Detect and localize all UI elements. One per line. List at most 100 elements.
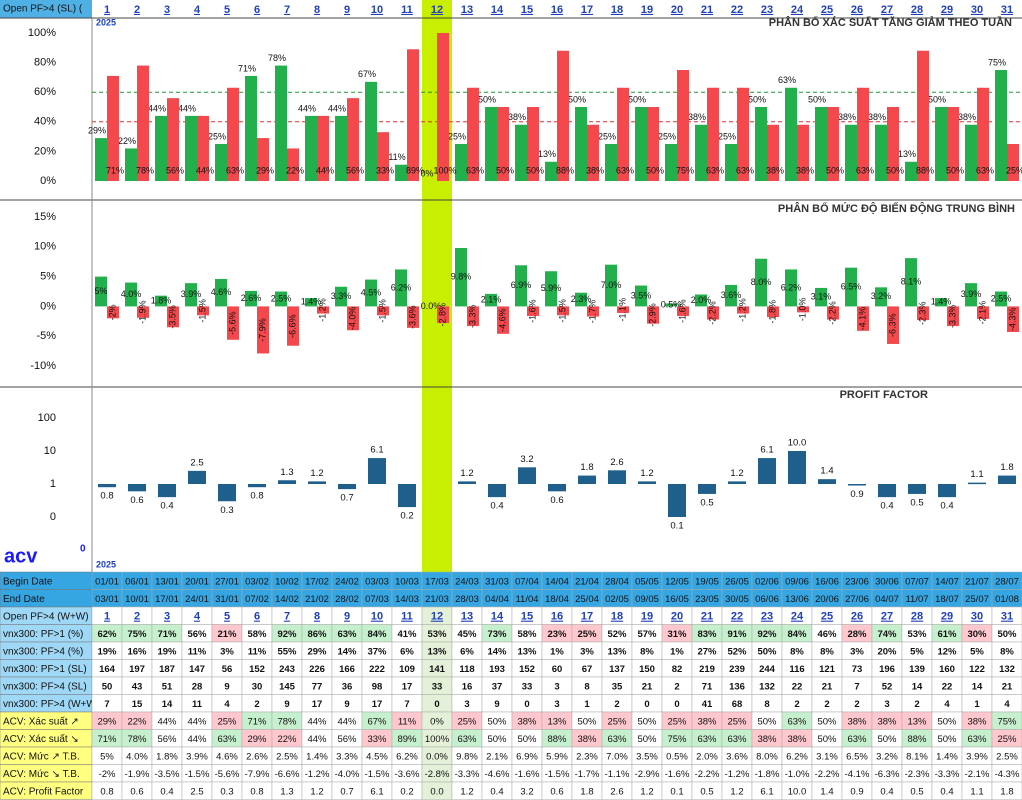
- column-link[interactable]: 30: [971, 4, 983, 16]
- bar: [197, 115, 209, 181]
- data-label: 25%: [718, 131, 736, 141]
- column-link[interactable]: 29: [941, 4, 953, 16]
- data-label: 0.9: [850, 489, 863, 500]
- bar: [1007, 306, 1019, 333]
- column-link[interactable]: 26: [851, 611, 863, 623]
- cell-text: 16/05: [665, 594, 689, 605]
- cell-text: 21%: [217, 629, 237, 640]
- cell-text: 18/04: [545, 594, 569, 605]
- column-link[interactable]: 27: [881, 611, 893, 623]
- column-link[interactable]: 14: [491, 4, 504, 16]
- column-link[interactable]: 23: [761, 4, 773, 16]
- year: 2025: [96, 17, 116, 27]
- cell-text: 86%: [307, 629, 327, 640]
- column-link[interactable]: 23: [761, 611, 773, 623]
- bar: [758, 458, 776, 484]
- column-link[interactable]: 22: [731, 611, 743, 623]
- column-link[interactable]: 22: [731, 4, 743, 16]
- column-link[interactable]: 29: [941, 611, 953, 623]
- column-link[interactable]: 21: [701, 4, 713, 16]
- column-link[interactable]: 21: [701, 611, 713, 623]
- column-link[interactable]: 2: [134, 611, 140, 623]
- column-link[interactable]: 4: [194, 611, 201, 623]
- cell-text: 43: [132, 681, 143, 692]
- column-link[interactable]: 28: [911, 611, 923, 623]
- data-label: -4.1%: [857, 307, 867, 331]
- column-link[interactable]: 20: [671, 4, 683, 16]
- cell-text: 8: [584, 681, 589, 692]
- cell-text: 14: [912, 681, 923, 692]
- data-label: 88%: [556, 165, 574, 175]
- cell-text: 136: [729, 681, 745, 692]
- column-link[interactable]: 10: [371, 4, 383, 16]
- row-label: vnx300: PF>1 (%): [3, 629, 83, 640]
- cell-text: -1.5%: [545, 769, 570, 780]
- column-link[interactable]: 25: [821, 4, 833, 16]
- column-link[interactable]: 9: [344, 611, 350, 623]
- data-label: 50%: [526, 165, 544, 175]
- data-label: 25%: [1006, 165, 1022, 175]
- column-link[interactable]: 7: [284, 4, 290, 16]
- column-link[interactable]: 17: [581, 4, 593, 16]
- column-link[interactable]: 24: [791, 611, 804, 623]
- bar: [308, 481, 326, 484]
- column-link[interactable]: 5: [224, 4, 230, 16]
- column-link[interactable]: 15: [521, 611, 533, 623]
- y-tick-label: 0%: [40, 175, 56, 187]
- column-link[interactable]: 17: [581, 611, 593, 623]
- column-link[interactable]: 15: [521, 4, 533, 16]
- column-link[interactable]: 13: [461, 4, 473, 16]
- column-link[interactable]: 20: [671, 611, 683, 623]
- column-link[interactable]: 12: [431, 4, 443, 16]
- data-label: 0.3: [220, 505, 233, 516]
- column-link[interactable]: 19: [641, 4, 653, 16]
- column-link[interactable]: 27: [881, 4, 893, 16]
- column-link[interactable]: 12: [431, 611, 443, 623]
- column-link[interactable]: 26: [851, 4, 863, 16]
- bar: [995, 291, 1007, 307]
- data-label: 7.0%: [601, 280, 622, 290]
- column-link[interactable]: 6: [254, 611, 260, 623]
- column-link[interactable]: 9: [344, 4, 350, 16]
- column-link[interactable]: 4: [194, 4, 201, 16]
- column-link[interactable]: 31: [1001, 611, 1013, 623]
- column-link[interactable]: 6: [254, 4, 260, 16]
- column-link[interactable]: 10: [371, 611, 383, 623]
- column-link[interactable]: 1: [104, 4, 110, 16]
- cell-text: 28: [192, 681, 203, 692]
- column-link[interactable]: 1: [104, 611, 110, 623]
- column-link[interactable]: 5: [224, 611, 230, 623]
- column-link[interactable]: 16: [551, 4, 563, 16]
- bar: [698, 484, 716, 494]
- column-link[interactable]: 3: [164, 611, 170, 623]
- data-label: -1.1%: [617, 298, 627, 322]
- bar: [287, 306, 299, 346]
- column-link[interactable]: 8: [314, 611, 320, 623]
- cell-text: 1.4%: [306, 751, 328, 762]
- column-link[interactable]: 30: [971, 611, 983, 623]
- column-link[interactable]: 16: [551, 611, 563, 623]
- column-link[interactable]: 13: [461, 611, 473, 623]
- data-label: 50%: [496, 165, 514, 175]
- bar: [377, 306, 389, 316]
- column-link[interactable]: 2: [134, 4, 140, 16]
- column-link[interactable]: 24: [791, 4, 804, 16]
- column-link[interactable]: 18: [611, 4, 623, 16]
- column-link[interactable]: 11: [401, 4, 413, 16]
- column-link[interactable]: 19: [641, 611, 653, 623]
- column-link[interactable]: 28: [911, 4, 923, 16]
- column-link[interactable]: 7: [284, 611, 290, 623]
- cell-text: 02/06: [755, 576, 779, 587]
- column-link[interactable]: 31: [1001, 4, 1013, 16]
- bar: [107, 75, 119, 181]
- cell-text: -3.5%: [155, 769, 180, 780]
- column-link[interactable]: 8: [314, 4, 320, 16]
- column-link[interactable]: 3: [164, 4, 170, 16]
- column-link[interactable]: 14: [491, 611, 504, 623]
- column-link[interactable]: 25: [821, 611, 833, 623]
- data-label: 50%: [568, 94, 586, 104]
- column-link[interactable]: 11: [401, 611, 413, 623]
- column-link[interactable]: 18: [611, 611, 623, 623]
- cell-text: 3.5%: [636, 751, 658, 762]
- bar: [188, 470, 206, 484]
